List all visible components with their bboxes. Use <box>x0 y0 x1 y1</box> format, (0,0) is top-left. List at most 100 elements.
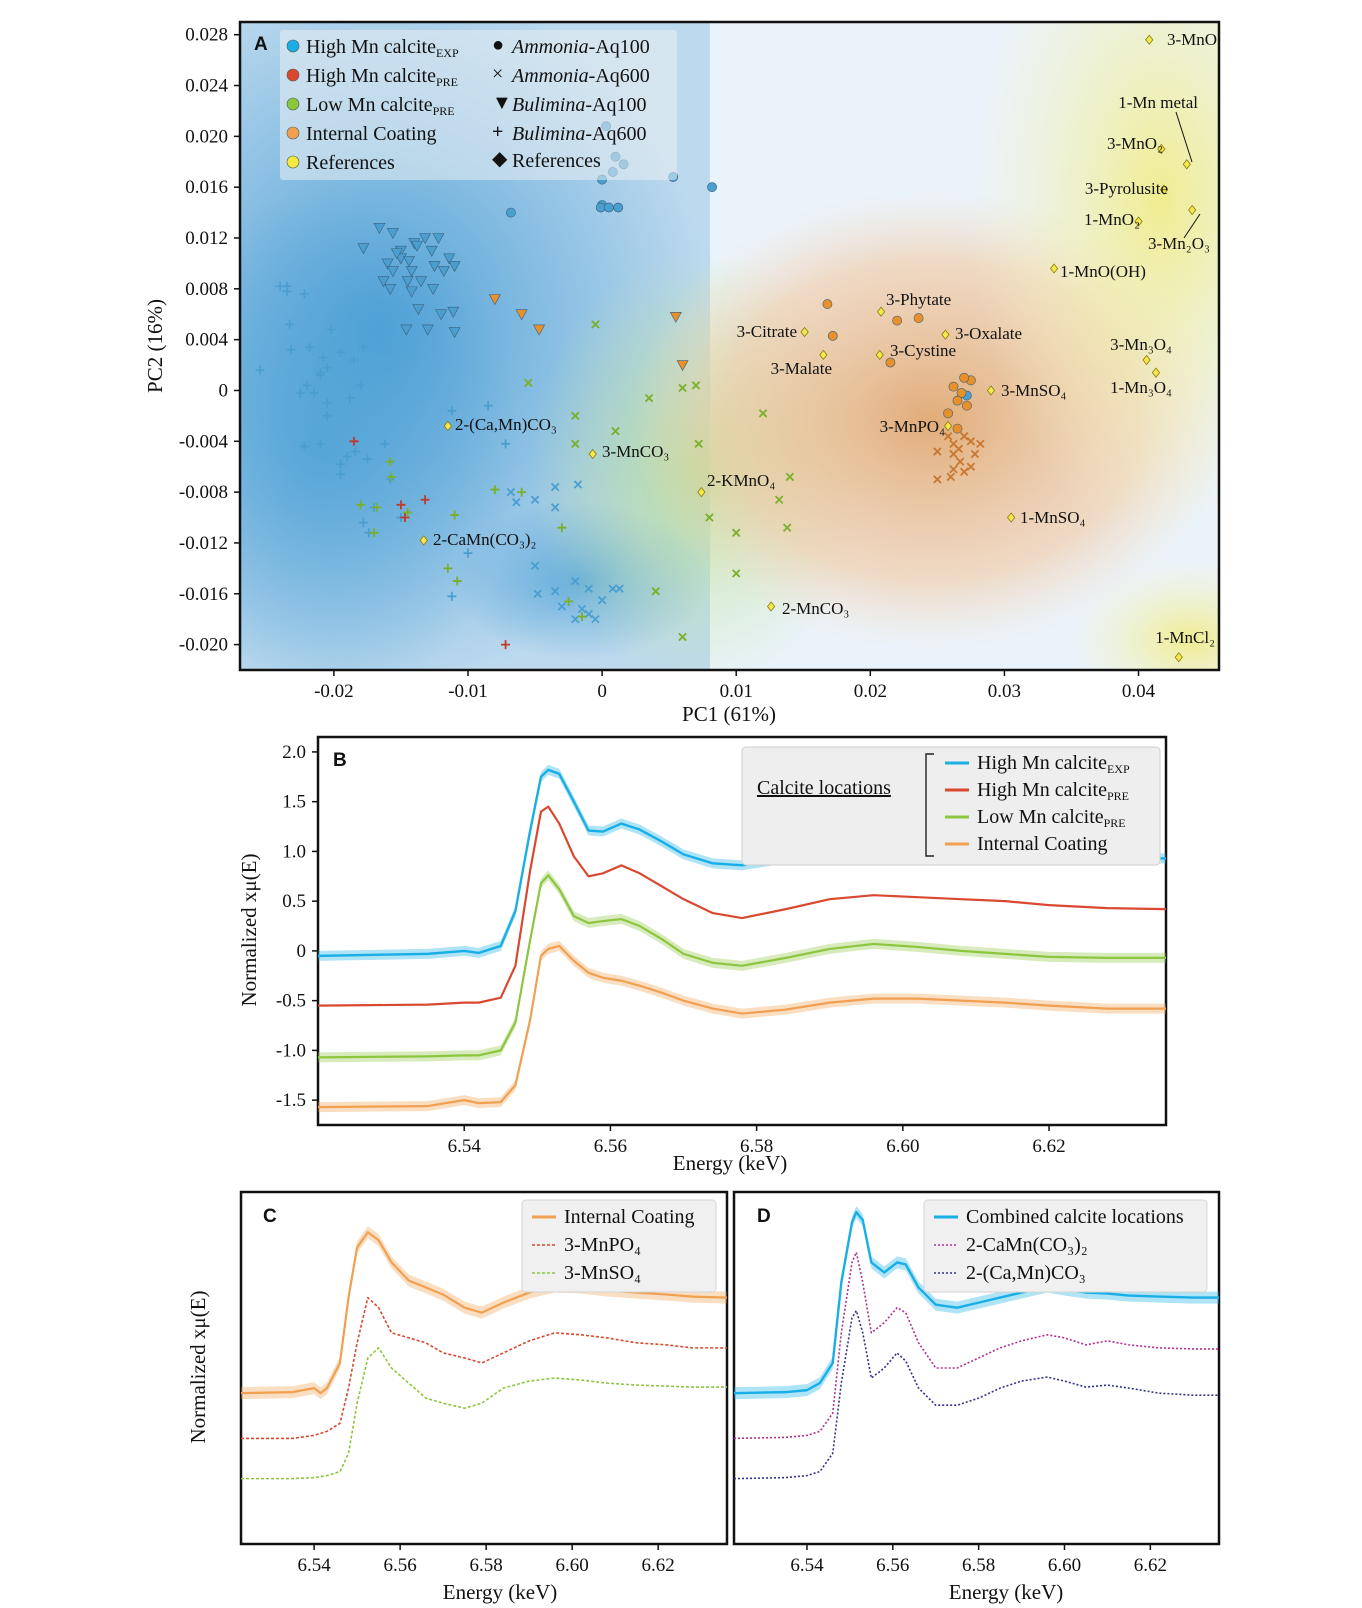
b-xtick-label: 6.56 <box>594 1136 627 1157</box>
data-point <box>315 370 325 380</box>
data-point <box>402 256 415 267</box>
data-point <box>955 457 965 466</box>
data-point <box>275 281 285 291</box>
data-point <box>501 439 511 449</box>
data-point <box>420 495 430 505</box>
legend-a-internal: Internal Coating <box>306 123 437 145</box>
c-xtick-label: 6.56 <box>384 1555 417 1576</box>
leader-line <box>1183 213 1201 239</box>
panel-a-frame <box>238 20 1221 672</box>
data-point <box>782 523 792 532</box>
legend-d-item-3: 2-(Ca,Mn)CO₃ <box>966 1262 1086 1284</box>
legend-a-source-3: Bulimina-Aq100 <box>512 94 646 116</box>
data-point <box>517 487 527 497</box>
data-point <box>405 286 418 298</box>
data-point <box>1007 512 1016 523</box>
data-point <box>943 408 953 419</box>
data-point <box>943 431 953 441</box>
a-xtick-label: 0.04 <box>1122 681 1156 702</box>
data-point <box>427 284 440 295</box>
data-point <box>959 467 969 477</box>
data-point <box>758 409 768 418</box>
data-point <box>515 309 528 321</box>
reference-annotation: 3-MnCO₃ <box>602 442 669 461</box>
data-point <box>299 441 309 451</box>
data-point <box>1142 354 1151 366</box>
data-point <box>381 258 394 270</box>
data-point <box>533 589 542 599</box>
reference-annotation: 3-Cystine <box>890 341 956 360</box>
a-xtick-label: 0.02 <box>854 681 887 702</box>
panel-b-xlabel: Energy (keV) <box>673 1151 788 1175</box>
panel-c-letter: C <box>263 1206 277 1227</box>
legend-a-low-pre: Low Mn calcitePRE <box>306 94 455 118</box>
legend-b-item-1: High Mn calciteEXP <box>977 752 1130 776</box>
a-ytick-label: 0.024 <box>185 76 228 97</box>
panel-c-axes: 6.54 6.56 6.58 6.60 6.62 <box>297 1544 675 1576</box>
data-point <box>411 240 424 252</box>
reference-annotation: 1-MnCl₂ <box>1155 628 1215 647</box>
data-point <box>550 482 560 492</box>
data-point <box>571 576 580 586</box>
panel-b-letter: B <box>333 750 347 771</box>
data-point <box>731 528 741 538</box>
panel-b-legend-title: Calcite locations <box>757 777 891 799</box>
b-xtick-label: 6.62 <box>1032 1136 1065 1157</box>
data-point <box>387 472 397 482</box>
data-point <box>401 276 414 288</box>
data-point <box>322 363 332 373</box>
data-point <box>448 261 461 273</box>
data-point <box>1134 216 1143 227</box>
panel-a-legend-box <box>280 30 677 180</box>
data-point <box>358 342 368 352</box>
panel-b-legend-bracket <box>925 753 934 857</box>
data-point <box>550 503 560 512</box>
data-point <box>573 480 583 489</box>
data-point <box>819 349 828 361</box>
data-point <box>530 495 540 504</box>
reference-annotation: 3-Mn₃O₄ <box>1110 335 1172 354</box>
data-point <box>372 502 382 512</box>
data-point <box>597 595 607 605</box>
data-point <box>452 576 462 586</box>
data-point <box>933 475 942 484</box>
data-point <box>448 327 461 339</box>
data-point <box>976 439 985 449</box>
data-point <box>933 447 942 456</box>
data-point <box>512 498 521 507</box>
data-point <box>676 360 689 372</box>
panel-a-annotations: 3-MnO 1-Mn metal 3-MnO₂ 3-Pyrolusite 1-MnO₂ 3… <box>433 30 1217 647</box>
data-point <box>400 324 413 336</box>
data-point <box>1188 204 1197 216</box>
b-ytick-label: 1.0 <box>282 841 306 862</box>
data-point <box>285 319 295 329</box>
data-point <box>403 507 413 517</box>
reference-annotation: 3-MnPO₄ <box>880 417 946 436</box>
series-line <box>317 944 1166 1109</box>
b-xtick-label: 6.60 <box>886 1136 919 1157</box>
data-point <box>435 309 448 321</box>
data-point <box>608 584 618 593</box>
data-point <box>584 584 593 593</box>
data-point <box>885 357 896 368</box>
reference-annotation: 2-KMnO₄ <box>707 471 775 490</box>
panel-a: -0.02 -0.01 0 0.01 0.02 0.03 0.04 0.028 0.024 0.0… <box>143 20 1221 726</box>
legend-a-source-marker-3: ▼ <box>492 92 512 114</box>
legend-b-item-4: Internal Coating <box>977 833 1108 855</box>
a-xtick-label: -0.01 <box>448 681 488 702</box>
data-point <box>731 569 741 578</box>
data-point <box>342 452 352 462</box>
data-point <box>302 380 312 390</box>
panel-a-ylabel: PC2 (16%) <box>143 299 167 393</box>
data-point <box>550 586 560 596</box>
a-ytick-label: 0 <box>219 380 229 401</box>
legend-a-high-pre: High Mn calcitePRE <box>306 65 458 89</box>
data-point <box>349 436 359 446</box>
legend-a-source-5: References <box>512 150 601 172</box>
legend-a-references: References <box>306 152 395 174</box>
data-point <box>694 439 703 449</box>
data-point <box>336 347 346 357</box>
data-point <box>530 561 540 571</box>
legend-a-low-pre-marker <box>286 97 300 111</box>
data-point <box>490 485 500 495</box>
